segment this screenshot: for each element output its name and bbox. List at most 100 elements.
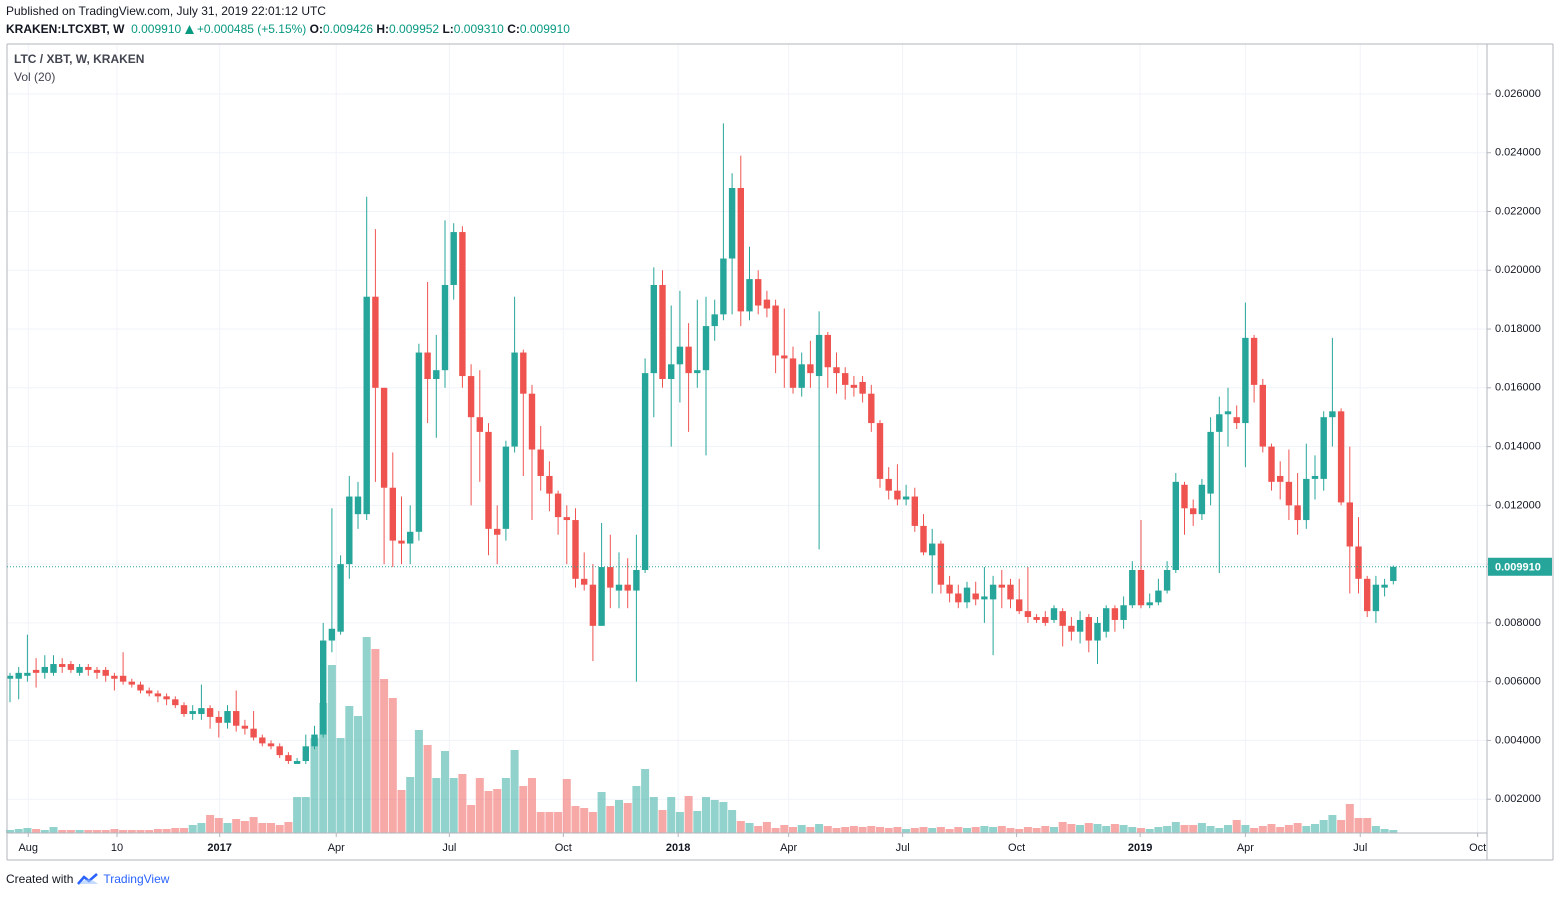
candle-body: [119, 675, 127, 682]
volume-bar: [1276, 827, 1285, 833]
volume-bar: [1145, 829, 1154, 833]
candle-body: [833, 367, 840, 374]
volume-bar: [319, 703, 328, 833]
volume-bar: [362, 637, 371, 833]
candle-body: [485, 431, 492, 529]
candle-body: [363, 296, 370, 515]
candle-body: [720, 258, 727, 315]
volume-bar: [1023, 827, 1032, 833]
candle-body: [24, 672, 31, 676]
candle-body: [1250, 337, 1258, 385]
y-tick-label: 0.004000: [1495, 734, 1541, 746]
volume-bar: [1267, 824, 1276, 833]
y-tick-label: 0.016000: [1495, 382, 1541, 394]
volume-bar: [240, 821, 249, 833]
volume-bar: [101, 830, 110, 833]
volume-bar: [23, 828, 32, 833]
candle-body: [433, 370, 440, 379]
volume-bar: [1180, 825, 1189, 833]
candle-body: [1111, 608, 1119, 620]
volume-bar: [1206, 826, 1215, 833]
candle-body: [146, 690, 153, 694]
x-tick-label: Apr: [780, 842, 797, 854]
last-price-box: [1488, 557, 1552, 576]
candle-body: [224, 711, 231, 723]
volume-bar: [1241, 825, 1250, 833]
volume-bar: [1110, 824, 1119, 833]
volume-bar: [284, 822, 293, 833]
candle-body: [1059, 611, 1066, 626]
published-line: Published on TradingView.com, July 31, 2…: [6, 4, 326, 18]
candle-body: [668, 364, 675, 379]
volume-bar: [275, 825, 284, 833]
volume-bar: [902, 829, 911, 833]
candle-body: [424, 352, 431, 379]
candle-body: [1311, 475, 1319, 479]
candle-body: [1190, 508, 1197, 515]
created-with: Created with: [6, 872, 74, 886]
volume-bar: [615, 800, 623, 833]
candle-body: [972, 593, 979, 600]
candle-body: [815, 334, 823, 377]
candle-body: [1216, 414, 1223, 432]
volume-bar: [1337, 820, 1346, 833]
candle-body: [1155, 590, 1162, 603]
grid: [7, 44, 1487, 833]
candle-body: [459, 232, 466, 377]
x-tick-label: 2018: [666, 842, 690, 854]
volume-bar: [823, 826, 832, 833]
candle-body: [998, 584, 1005, 588]
candle-body: [528, 393, 536, 450]
volume-bar: [1354, 818, 1363, 833]
candle-body: [1355, 546, 1362, 579]
symbol: KRAKEN:LTCXBT, W: [6, 22, 125, 36]
candle-body: [1294, 505, 1301, 521]
candle-body: [876, 423, 884, 479]
candle-body: [1129, 570, 1136, 606]
candle-body: [389, 487, 396, 541]
change: +0.000485 (+5.15%): [196, 22, 307, 36]
candle-body: [1033, 617, 1040, 620]
volume-bar: [501, 778, 510, 833]
candle-body: [763, 299, 771, 309]
candle-body: [1259, 384, 1266, 447]
volume-bar: [1050, 827, 1058, 833]
candle-body: [868, 393, 875, 424]
ohlc-key: O:: [309, 22, 323, 36]
volume-bar: [223, 823, 232, 833]
candle-body: [1390, 566, 1397, 581]
candle-body: [93, 669, 101, 673]
candle-body: [659, 284, 666, 379]
candle-body: [1181, 484, 1188, 509]
volume-bar: [693, 811, 702, 833]
candle-body: [154, 693, 162, 697]
volume-bar: [1197, 823, 1206, 833]
candle-body: [894, 490, 901, 500]
volume-bar: [754, 826, 763, 833]
candle-body: [328, 628, 336, 641]
y-tick-label: 0.020000: [1495, 264, 1541, 276]
volume-bar: [1067, 824, 1076, 833]
volume-bar: [649, 797, 658, 833]
candle-body: [494, 528, 501, 535]
x-tick-label: Jul: [1353, 842, 1367, 854]
volume-bar: [954, 827, 963, 833]
candle-body: [1094, 622, 1101, 641]
volume-bar: [1319, 820, 1328, 833]
up-arrow: [184, 25, 194, 34]
candle-body: [450, 232, 457, 285]
candle-body: [128, 681, 135, 685]
candle-body: [1137, 570, 1145, 606]
y-tick-label: 0.012000: [1495, 499, 1541, 511]
volume-bar: [1006, 828, 1015, 833]
candle-body: [206, 708, 214, 717]
candle-body: [311, 734, 318, 747]
candle-body: [267, 743, 275, 747]
candle-body: [1207, 431, 1214, 494]
volume-bar: [719, 802, 728, 833]
x-tick-label: Oct: [555, 842, 572, 854]
volume-bar: [214, 818, 223, 833]
volume-bar: [562, 779, 571, 833]
candle-body: [989, 584, 997, 600]
